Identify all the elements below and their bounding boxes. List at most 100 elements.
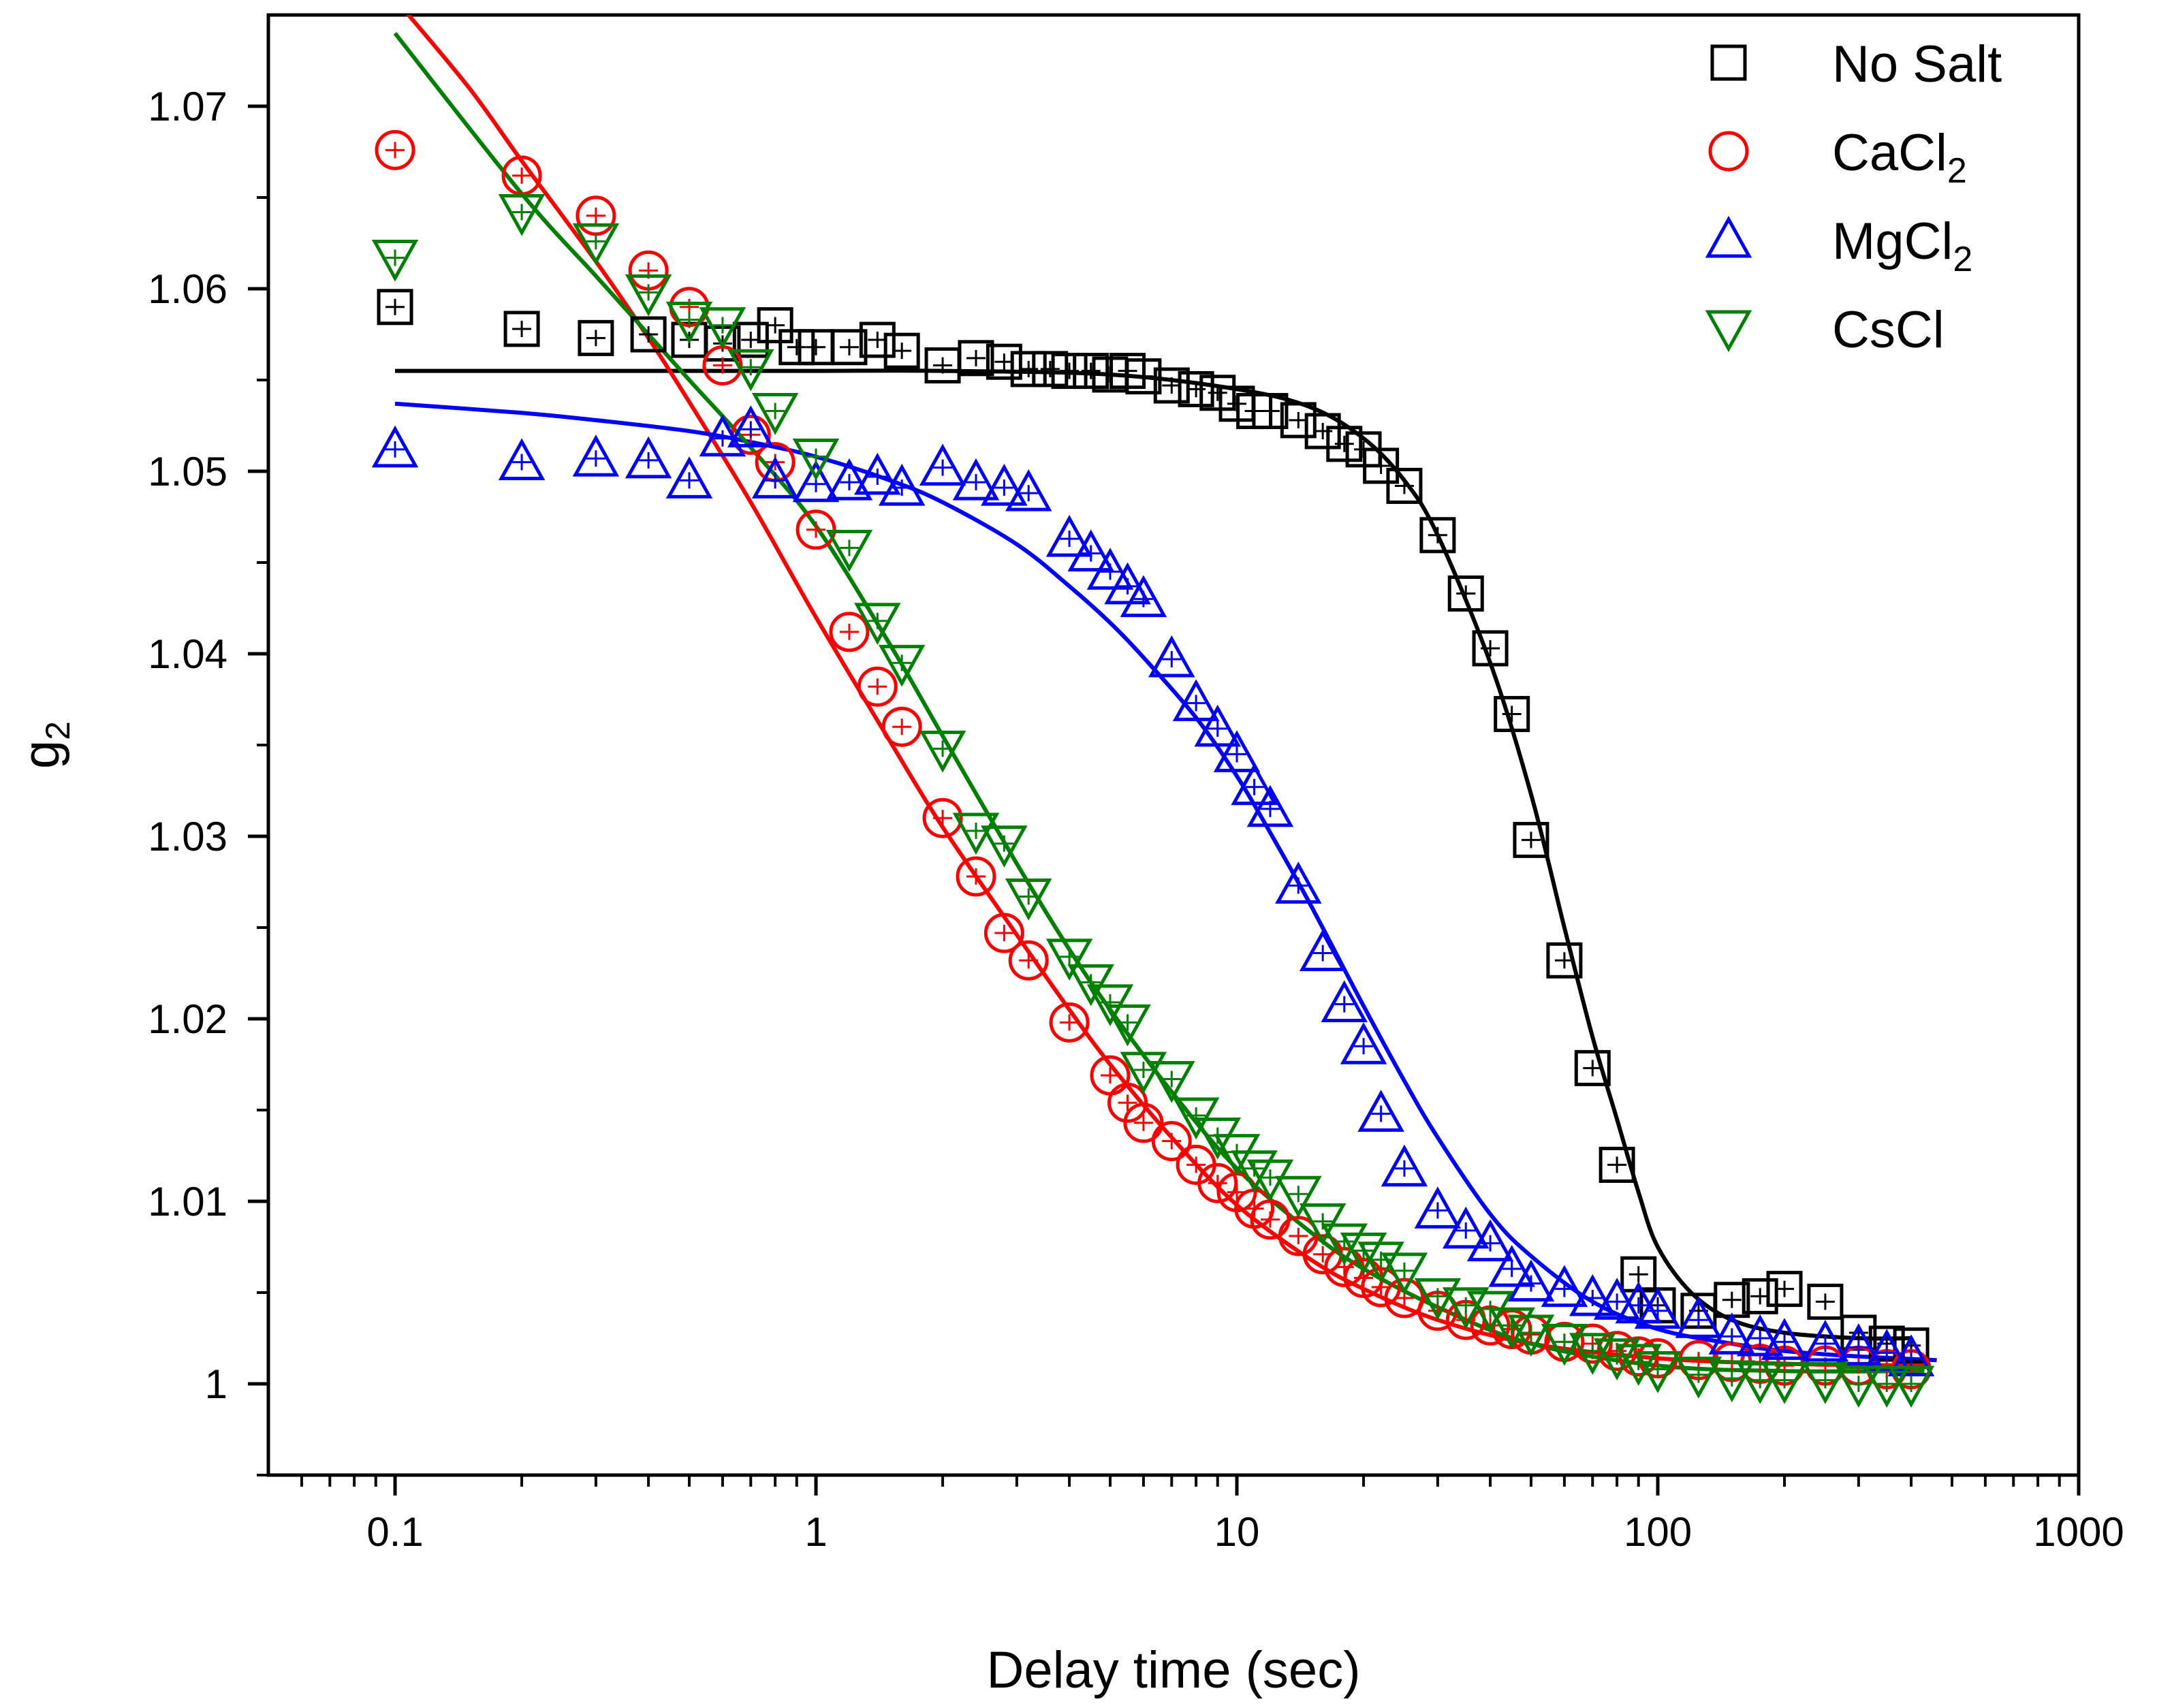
data-point-cscl [919, 730, 966, 773]
data-point-mgcl2 [1442, 1206, 1490, 1249]
data-point-cacl2 [829, 612, 870, 652]
legend-label-cacl2: CaCl2 [1832, 124, 1967, 191]
y-tick-label: 1 [205, 1361, 227, 1407]
data-point-no-salt [883, 332, 920, 369]
series-no-salt [377, 289, 1930, 1364]
x-axis-title: Delay time (sec) [987, 1641, 1361, 1699]
data-point-cscl [625, 274, 672, 317]
data-point-mgcl2 [1488, 1245, 1535, 1287]
data-point-cscl [1675, 1357, 1722, 1399]
data-point-cscl [1761, 1362, 1808, 1404]
data-point-cscl [792, 439, 840, 481]
data-point-mgcl2 [1801, 1319, 1849, 1362]
data-point-no-salt [1766, 1271, 1803, 1308]
data-point-cscl [1321, 1223, 1368, 1266]
data-point-mgcl2 [1708, 1312, 1756, 1355]
y-tick-label: 1.01 [148, 1179, 227, 1224]
data-point-mgcl2 [1736, 1314, 1784, 1357]
data-point-no-salt [1574, 1049, 1611, 1086]
data-point-cacl2 [1049, 1002, 1090, 1043]
data-point-mgcl2 [1340, 1022, 1387, 1064]
y-tick-label: 1.06 [148, 266, 227, 312]
data-point-mgcl2 [1761, 1318, 1808, 1360]
data-point-cscl [727, 349, 774, 392]
data-point-cscl [1120, 1051, 1167, 1094]
data-point-no-salt [377, 289, 413, 326]
data-point-mgcl2 [1593, 1278, 1641, 1320]
data-point-cscl [1194, 1118, 1241, 1160]
data-point-no-salt [1472, 630, 1509, 667]
data-point-no-salt [1742, 1278, 1778, 1314]
data-point-cscl [572, 223, 620, 266]
data-points [371, 129, 1935, 1408]
data-point-mgcl2 [1507, 1259, 1555, 1302]
data-point-cscl [1466, 1291, 1514, 1333]
series-mgcl2 [371, 405, 1935, 1376]
data-point-mgcl2 [1120, 575, 1167, 618]
y-tick-label: 1.05 [148, 449, 227, 494]
data-point-cacl2 [857, 666, 898, 707]
data-point-no-salt [1153, 367, 1190, 404]
data-point-no-salt [1032, 351, 1069, 388]
data-point-cscl [1357, 1242, 1404, 1284]
legend: No Salt CaCl2 MgCl2 CsCl [1705, 35, 2002, 359]
data-point-mgcl2 [1569, 1274, 1616, 1316]
data-point-mgcl2 [1005, 469, 1052, 511]
data-point-cscl [699, 307, 746, 349]
data-point-no-salt [1447, 575, 1484, 612]
data-point-cscl [854, 603, 901, 645]
data-point-mgcl2 [792, 460, 840, 503]
data-point-mgcl2 [751, 456, 799, 499]
data-point-mgcl2 [1541, 1265, 1588, 1308]
data-point-no-salt [503, 311, 540, 347]
data-point-no-salt [1363, 447, 1400, 484]
data-point-cscl [1381, 1252, 1428, 1295]
data-point-no-salt [1178, 370, 1214, 407]
fit-curve-cscl [393, 31, 1925, 1374]
fit-curve-no-salt [395, 368, 1912, 1341]
data-point-no-salt [1125, 358, 1162, 395]
data-point-cscl [1507, 1314, 1555, 1357]
data-point-cacl2 [983, 913, 1024, 953]
data-point-no-salt [1546, 942, 1583, 979]
data-point-mgcl2 [1246, 785, 1294, 827]
x-tick-label: 1 [804, 1509, 827, 1555]
data-point-no-salt [732, 321, 769, 358]
data-point-cscl [1045, 938, 1093, 981]
data-point-cacl2 [1107, 1082, 1148, 1123]
legend-marker-cscl [1705, 310, 1752, 353]
data-point-cscl [1634, 1351, 1682, 1393]
data-point-cacl2 [1123, 1103, 1164, 1143]
data-point-cacl2 [1008, 940, 1049, 981]
data-point-no-salt [1620, 1256, 1657, 1293]
data-point-no-salt [630, 316, 667, 353]
data-point-cscl [1213, 1134, 1261, 1176]
data-point-mgcl2 [981, 463, 1028, 506]
data-point-no-salt [1252, 393, 1289, 430]
x-tick-label: 0.1 [366, 1509, 423, 1555]
data-point-cacl2 [881, 706, 922, 747]
data-point-mgcl2 [1835, 1323, 1883, 1365]
data-point-cacl2 [796, 509, 836, 550]
data-point-mgcl2 [952, 458, 1000, 501]
data-point-mgcl2 [1381, 1144, 1428, 1187]
data-point-cacl2 [1197, 1163, 1238, 1203]
legend-marker-mgcl2 [1705, 215, 1752, 258]
data-point-mgcl2 [665, 456, 713, 499]
data-point-cscl [1414, 1278, 1462, 1320]
data-point-cscl [1104, 1004, 1151, 1047]
data-point-cacl2 [956, 856, 996, 897]
data-point-mgcl2 [727, 405, 774, 447]
data-point-cscl [1736, 1362, 1784, 1404]
data-point-no-salt [1280, 402, 1317, 439]
data-point-cacl2 [1361, 1267, 1402, 1308]
data-point-mgcl2 [1414, 1186, 1462, 1229]
data-point-mgcl2 [1321, 980, 1368, 1023]
data-point-cscl [825, 530, 873, 572]
data-point-cscl [1863, 1365, 1910, 1408]
data-point-cscl [1615, 1344, 1662, 1386]
data-point-mgcl2 [371, 425, 419, 468]
data-point-cscl [1275, 1175, 1322, 1218]
data-point-no-salt [1386, 467, 1423, 504]
